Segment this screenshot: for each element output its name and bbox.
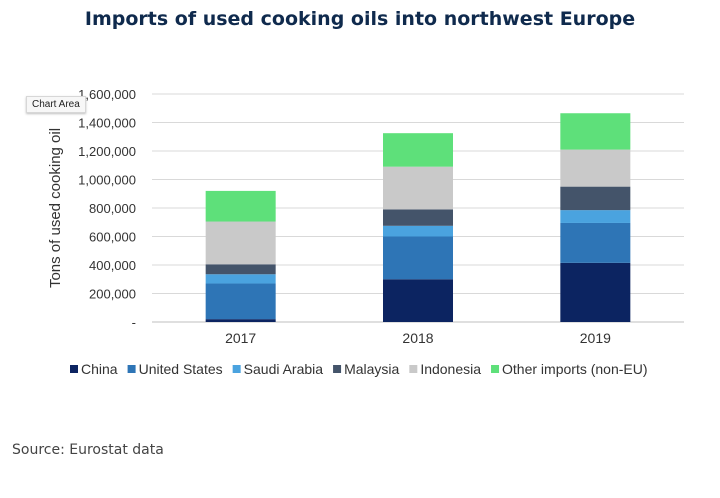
bar-segment[interactable] (205, 319, 276, 322)
bar-segment[interactable] (560, 186, 631, 211)
y-tick-label: - (132, 315, 136, 330)
legend-swatch (232, 365, 241, 373)
bar-segment[interactable] (383, 236, 453, 280)
y-tick-label: 1,200,000 (78, 144, 136, 159)
y-axis-label: Tons of used cooking oil (47, 128, 64, 288)
x-tick-label: 2017 (225, 330, 256, 346)
bar-segment[interactable] (560, 210, 631, 223)
chart-area-tooltip: Chart Area (26, 96, 86, 113)
bar-segment[interactable] (560, 113, 631, 150)
y-tick-label: 800,000 (89, 201, 136, 216)
legend-label: Saudi Arabia (244, 361, 324, 377)
chart-title: Imports of used cooking oils into northw… (84, 8, 636, 30)
x-tick-label: 2019 (580, 330, 611, 346)
stacked-bar-chart[interactable]: - 200,000 400,000 600,000 800,000 1,000,000 1,… (0, 0, 720, 430)
bars (205, 113, 631, 322)
legend-label: Indonesia (420, 361, 481, 377)
legend-swatch (491, 365, 500, 373)
bar-segment[interactable] (560, 262, 631, 322)
bar-segment[interactable] (205, 274, 276, 284)
y-tick-label: 1,600,000 (78, 87, 136, 102)
y-tick-label: 1,400,000 (78, 116, 136, 131)
bar-segment[interactable] (383, 279, 453, 322)
bar-segment[interactable] (383, 166, 453, 210)
legend-label: Malaysia (344, 361, 399, 377)
y-tick-label: 400,000 (89, 258, 136, 273)
legend-swatch (333, 365, 342, 373)
bar-segment[interactable] (205, 190, 276, 222)
bar-segment[interactable] (205, 221, 276, 265)
x-axis-ticks: 2017 2018 2019 (225, 330, 611, 346)
y-tick-label: 1,000,000 (78, 173, 136, 188)
legend-swatch (70, 365, 78, 373)
bar-segment[interactable] (205, 283, 276, 320)
bar-segment[interactable] (383, 225, 453, 237)
source-note: Source: Eurostat data (12, 442, 164, 458)
x-tick-label: 2018 (402, 330, 433, 346)
bar-segment[interactable] (383, 133, 453, 167)
y-axis-ticks: - 200,000 400,000 600,000 800,000 1,000,000 1,… (78, 87, 136, 330)
y-tick-label: 200,000 (89, 287, 136, 302)
legend: China United States Saudi Arabia Malaysia In… (70, 361, 648, 377)
bar-segment[interactable] (205, 264, 276, 275)
legend-label: China (81, 361, 118, 377)
legend-swatch (409, 365, 418, 373)
y-tick-label: 600,000 (89, 230, 136, 245)
bar-segment[interactable] (560, 149, 631, 187)
bar-segment[interactable] (383, 209, 453, 226)
bar-segment[interactable] (560, 222, 631, 263)
legend-swatch (127, 365, 136, 373)
legend-label: Other imports (non-EU) (502, 361, 647, 377)
legend-label: United States (139, 361, 223, 377)
